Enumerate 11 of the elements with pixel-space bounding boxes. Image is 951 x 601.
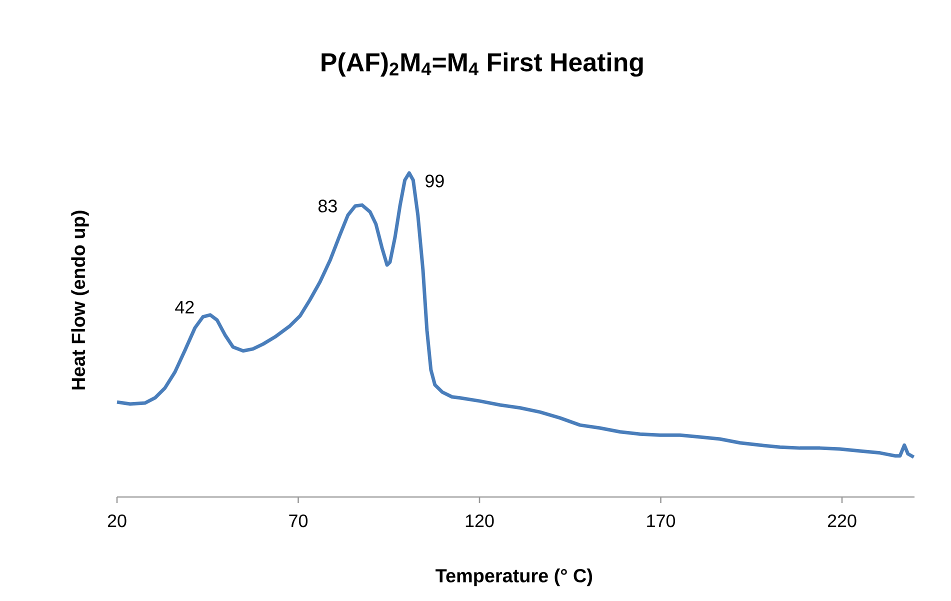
annotation: 99	[426, 174, 444, 188]
y-axis-title: Heat Flow (endo up)	[71, 210, 89, 390]
x-tick-label: 20	[108, 514, 126, 528]
annotation: 83	[318, 200, 337, 212]
annotation: 42	[175, 300, 194, 314]
x-axis-title: Temperature (° C)	[436, 568, 592, 586]
x-tick-label: 170	[647, 514, 676, 528]
x-tick-label: 220	[828, 514, 856, 528]
x-tick-label: 70	[289, 514, 308, 528]
chart-title: P(AF)$_{2}$M$_{4}$=M$_{4}$ First Heating	[322, 52, 643, 77]
x-tick-label: 120	[466, 514, 494, 528]
